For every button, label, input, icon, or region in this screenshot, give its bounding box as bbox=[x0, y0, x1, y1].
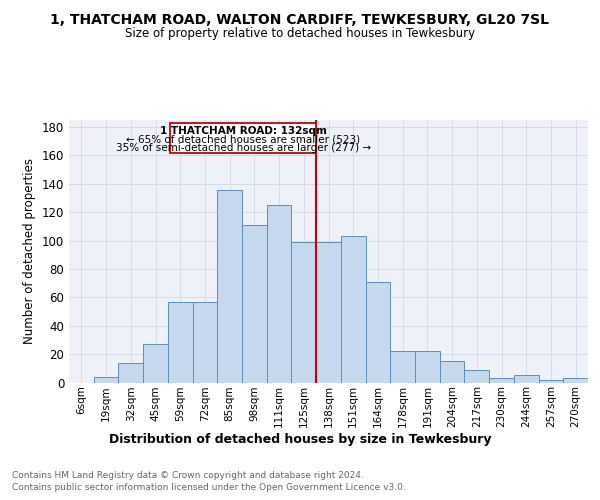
Text: Size of property relative to detached houses in Tewkesbury: Size of property relative to detached ho… bbox=[125, 28, 475, 40]
Bar bbox=[440, 361, 464, 382]
Bar bbox=[489, 378, 514, 382]
Text: ← 65% of detached houses are smaller (523): ← 65% of detached houses are smaller (52… bbox=[126, 134, 360, 144]
Text: Contains public sector information licensed under the Open Government Licence v3: Contains public sector information licen… bbox=[12, 484, 406, 492]
Bar bbox=[514, 376, 539, 382]
Text: Distribution of detached houses by size in Tewkesbury: Distribution of detached houses by size … bbox=[109, 432, 491, 446]
Text: 1, THATCHAM ROAD, WALTON CARDIFF, TEWKESBURY, GL20 7SL: 1, THATCHAM ROAD, WALTON CARDIFF, TEWKES… bbox=[50, 12, 550, 26]
Bar bbox=[217, 190, 242, 382]
Text: Contains HM Land Registry data © Crown copyright and database right 2024.: Contains HM Land Registry data © Crown c… bbox=[12, 471, 364, 480]
Bar bbox=[539, 380, 563, 382]
Bar bbox=[143, 344, 168, 383]
Bar bbox=[563, 378, 588, 382]
Bar bbox=[292, 242, 316, 382]
Bar bbox=[267, 205, 292, 382]
Y-axis label: Number of detached properties: Number of detached properties bbox=[23, 158, 36, 344]
Bar bbox=[94, 377, 118, 382]
Bar bbox=[464, 370, 489, 382]
FancyBboxPatch shape bbox=[170, 123, 316, 152]
Text: 35% of semi-detached houses are larger (277) →: 35% of semi-detached houses are larger (… bbox=[116, 142, 371, 152]
Bar bbox=[390, 352, 415, 382]
Text: 1 THATCHAM ROAD: 132sqm: 1 THATCHAM ROAD: 132sqm bbox=[160, 126, 326, 136]
Bar bbox=[365, 282, 390, 382]
Bar bbox=[415, 352, 440, 382]
Bar bbox=[316, 242, 341, 382]
Bar bbox=[193, 302, 217, 382]
Bar bbox=[242, 225, 267, 382]
Bar bbox=[168, 302, 193, 382]
Bar bbox=[341, 236, 365, 382]
Bar bbox=[118, 362, 143, 382]
